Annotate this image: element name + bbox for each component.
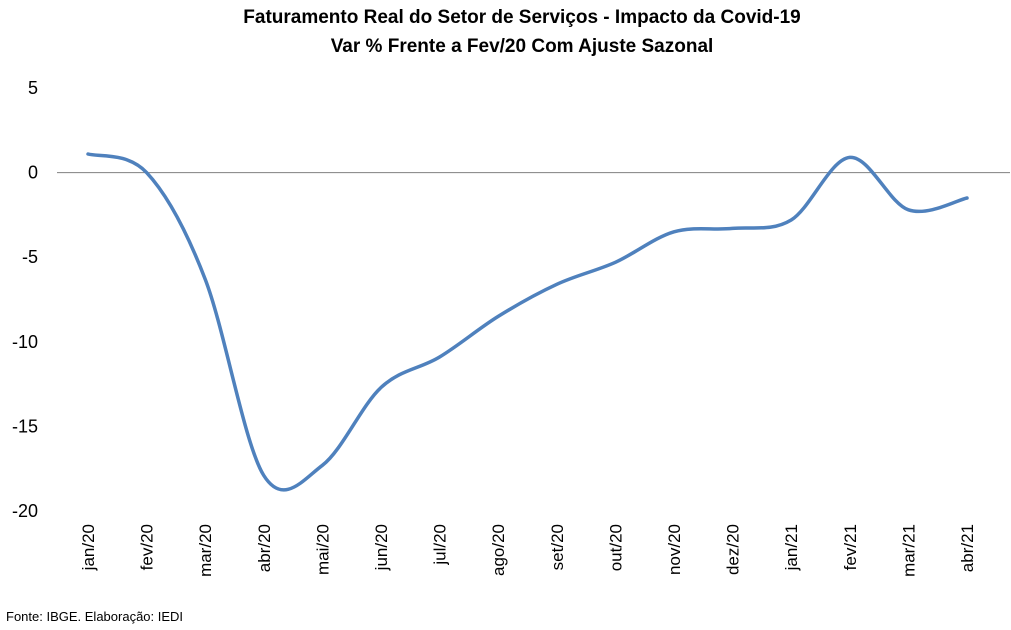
x-tick-label: jul/20 [431,524,450,566]
x-tick-label: jan/20 [79,524,98,571]
series-group [86,152,969,492]
x-tick-label: nov/20 [665,524,684,575]
x-tick-label: jan/21 [782,524,801,571]
chart-title: Faturamento Real do Setor de Serviços - … [243,7,801,28]
y-tick-label: -5 [22,247,38,267]
series-line [86,152,969,492]
x-tick-label: mar/20 [196,524,215,577]
x-tick-label: set/20 [548,524,567,570]
x-tick-label: jun/20 [372,524,391,571]
x-axis: jan/20 fev/20 mar/20 abr/20 mai/20 jun/20 jul/… [79,524,977,577]
x-tick-label: abr/21 [958,524,977,572]
x-tick-label: fev/21 [841,524,860,570]
y-tick-label: -15 [12,416,38,436]
x-tick-label: dez/20 [724,524,743,575]
x-tick-label: mai/20 [313,524,332,575]
x-tick-label: fev/20 [138,524,157,570]
y-axis: 5 0 -5 -10 -15 -20 [12,78,38,521]
y-tick-label: 5 [28,78,38,98]
x-tick-label: mar/21 [899,524,918,577]
chart-subtitle: Var % Frente a Fev/20 Com Ajuste Sazonal [330,36,714,57]
y-tick-label: -10 [12,332,38,352]
x-tick-label: out/20 [606,524,625,571]
source-note: Fonte: IBGE. Elaboração: IEDI [6,609,184,624]
x-tick-label: ago/20 [489,524,508,576]
y-tick-label: -20 [12,501,38,521]
y-tick-label: 0 [28,163,38,183]
x-tick-label: abr/20 [255,524,274,572]
